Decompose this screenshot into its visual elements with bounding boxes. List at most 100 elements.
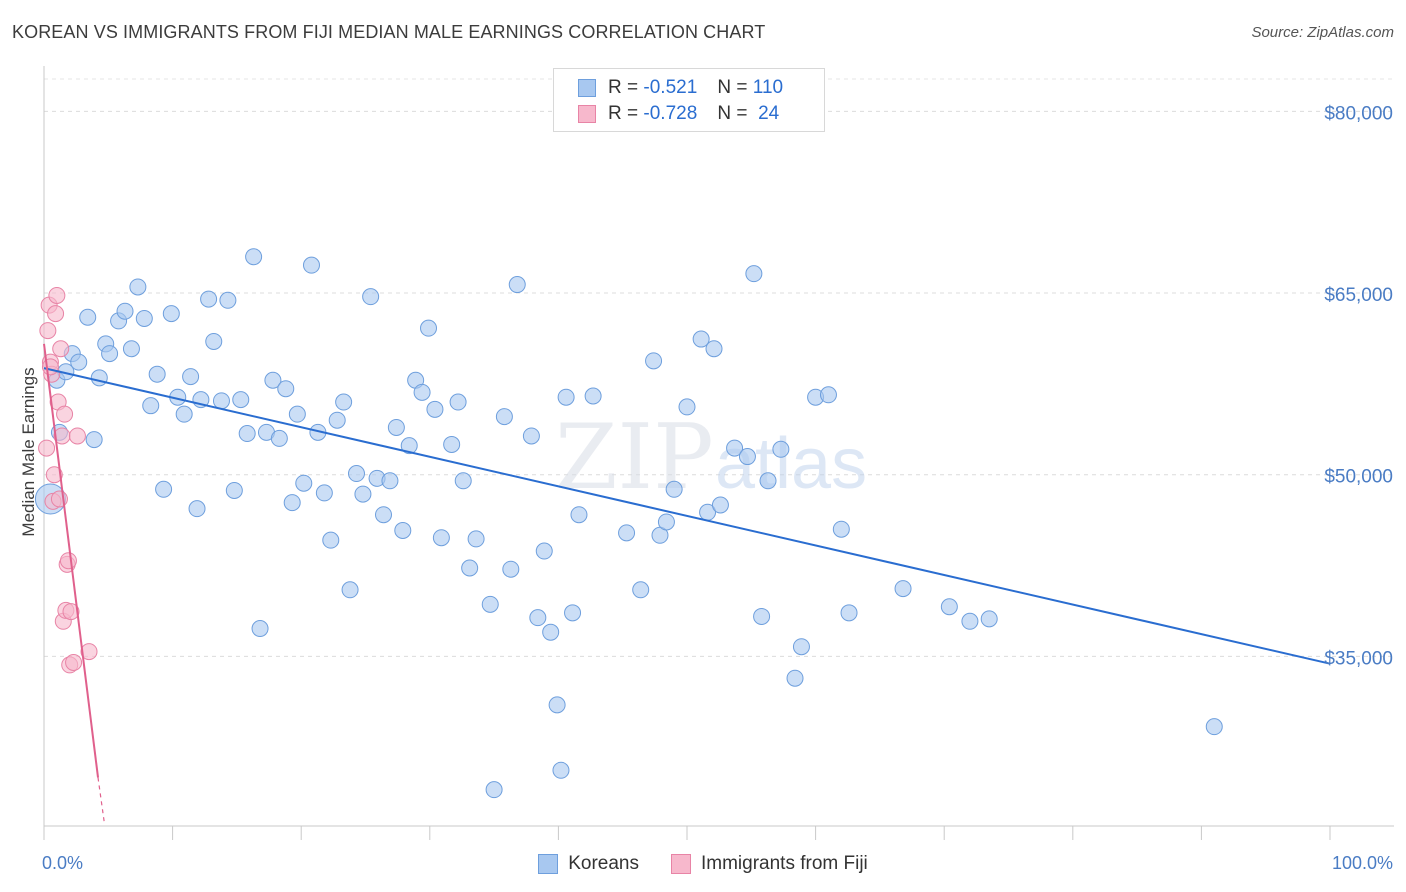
- legend-r-value-fiji: -0.728: [643, 103, 698, 124]
- legend-r-label: R =: [608, 77, 639, 98]
- fiji-point-1: [39, 322, 57, 340]
- y-tick-label-2: $65,000: [1324, 285, 1393, 306]
- series-legend-fiji[interactable]: Immigrants from Fiji: [670, 853, 868, 875]
- legend-n-value-fiji: 24: [758, 103, 780, 124]
- source-credit: Source: ZipAtlas.com: [1251, 24, 1394, 41]
- legend-swatch-koreans: [578, 79, 596, 97]
- fiji-point-22: [80, 643, 98, 661]
- korean-point-65: [461, 559, 479, 577]
- korean-point-49: [354, 485, 372, 503]
- korean-point-92: [726, 439, 744, 457]
- korean-point-45: [328, 411, 346, 429]
- korean-point-35: [264, 371, 282, 389]
- korean-point-5: [70, 353, 88, 371]
- korean-point-71: [522, 427, 540, 445]
- fiji-trend-extension: [97, 777, 106, 824]
- korean-point-62: [443, 435, 461, 453]
- korean-point-26: [205, 332, 223, 350]
- korean-point-29: [225, 481, 243, 499]
- korean-trend-line: [43, 367, 1331, 665]
- korean-point-18: [155, 480, 173, 498]
- korean-point-64: [454, 472, 472, 490]
- korean-point-82: [632, 581, 650, 599]
- korean-point-37: [277, 380, 295, 398]
- watermark: ZIP atlas: [555, 405, 867, 510]
- korean-point-70: [508, 276, 526, 294]
- korean-point-31: [238, 425, 256, 443]
- korean-point-25: [200, 290, 218, 308]
- series-legend-koreans[interactable]: Koreans: [538, 853, 639, 875]
- korean-point-63: [449, 393, 467, 411]
- korean-point-105: [940, 598, 958, 616]
- korean-point-27: [212, 392, 230, 410]
- korean-point-46: [335, 393, 353, 411]
- korean-point-73: [535, 542, 553, 560]
- legend-r-value-koreans: -0.521: [643, 77, 698, 98]
- korean-point-19: [162, 305, 180, 323]
- x-tick-label-min: 0.0%: [42, 853, 83, 873]
- korean-point-106: [961, 612, 979, 630]
- series-label-koreans: Koreans: [568, 853, 639, 874]
- korean-point-33: [251, 620, 269, 638]
- korean-point-12: [116, 302, 134, 320]
- y-tick-label-3: $80,000: [1324, 103, 1393, 124]
- korean-point-94: [745, 265, 763, 283]
- korean-point-30: [232, 391, 250, 409]
- korean-point-85: [657, 513, 675, 531]
- legend-r-label: R =: [608, 103, 639, 124]
- korean-point-47: [341, 581, 359, 599]
- korean-point-53: [381, 472, 399, 490]
- korean-point-75: [548, 696, 566, 714]
- y-tick-label-0: $35,000: [1324, 648, 1393, 669]
- korean-point-96: [759, 472, 777, 490]
- series-swatch-fiji: [670, 854, 691, 874]
- korean-point-38: [283, 494, 301, 512]
- korean-point-66: [467, 530, 485, 548]
- legend-row-fiji: R = -0.728 N = 24: [578, 103, 779, 125]
- korean-point-86: [665, 480, 683, 498]
- korean-point-8: [90, 369, 108, 387]
- watermark-atlas: atlas: [715, 424, 867, 504]
- korean-point-102: [832, 520, 850, 538]
- fiji-point-23: [41, 358, 59, 376]
- trend-lines: [43, 343, 1331, 824]
- fiji-point-8: [48, 286, 66, 304]
- korean-point-61: [432, 529, 450, 547]
- fiji-trend-line: [43, 343, 100, 778]
- korean-point-59: [420, 319, 438, 337]
- korean-point-95: [753, 607, 771, 625]
- legend-n-label: N =: [717, 103, 748, 124]
- korean-point-76: [552, 761, 570, 779]
- correlation-legend: R = -0.521 N = 110 R = -0.728 N = 24: [553, 68, 825, 132]
- korean-point-36: [270, 429, 288, 447]
- korean-point-101: [819, 386, 837, 404]
- korean-point-97: [772, 440, 790, 458]
- korean-point-44: [322, 531, 340, 549]
- korean-point-93: [738, 448, 756, 466]
- korean-point-56: [400, 437, 418, 455]
- x-tick-label-max: 100.0%: [1332, 853, 1393, 873]
- fiji-point-6: [45, 466, 63, 484]
- watermark-zip: ZIP: [555, 405, 714, 510]
- fiji-point-19: [62, 603, 80, 621]
- y-tick-label-1: $50,000: [1324, 467, 1393, 488]
- series-swatch-koreans: [538, 854, 559, 874]
- fiji-point-7: [47, 305, 65, 323]
- korean-point-90: [705, 340, 723, 358]
- fiji-point-20: [65, 653, 83, 671]
- korean-point-107: [980, 610, 998, 628]
- korean-point-104: [894, 580, 912, 598]
- korean-point-15: [135, 309, 153, 327]
- korean-point-50: [362, 288, 380, 306]
- korean-point-21: [175, 405, 193, 423]
- korean-point-67: [481, 595, 499, 613]
- series-label-fiji: Immigrants from Fiji: [700, 853, 868, 874]
- korean-point-109: [485, 781, 503, 799]
- korean-point-40: [295, 474, 313, 492]
- fiji-point-21: [68, 427, 86, 445]
- data-points: [34, 248, 1223, 799]
- korean-point-23: [188, 500, 206, 518]
- grid-lines: [44, 78, 1394, 657]
- korean-point-54: [387, 418, 405, 436]
